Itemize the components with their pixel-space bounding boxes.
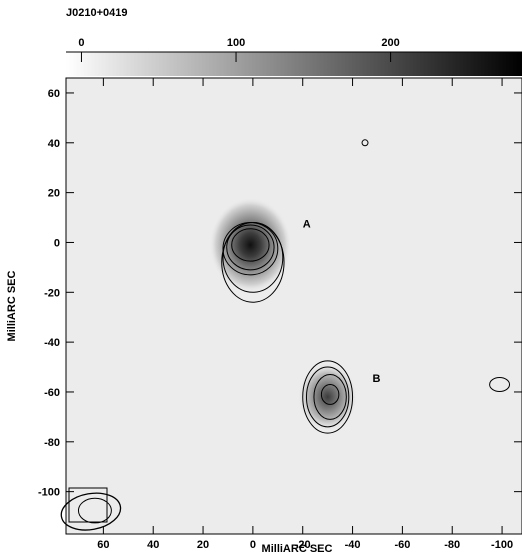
contour-lines (221, 139, 511, 434)
colorbar-tick-label: 100 (227, 37, 245, 49)
y-tick-label: 60 (48, 88, 60, 100)
contour-7 (305, 366, 350, 428)
beam-inner-ellipse (77, 497, 112, 524)
contour-8 (302, 360, 354, 434)
contour-5 (320, 383, 340, 405)
colorbar: 0 100 200 (66, 37, 522, 76)
y-axis: 60 40 20 0 -20 -40 -60 -80 -100 (38, 88, 522, 499)
y-axis-label: MilliARC SEC (6, 271, 18, 342)
beam-box (60, 487, 122, 531)
emission-components (209, 198, 358, 432)
colorbar-gradient (66, 52, 522, 76)
contour-1 (226, 224, 275, 271)
x-tick-label: -60 (394, 539, 410, 551)
x-tick-label: 40 (147, 539, 159, 551)
component-label-B: B (372, 373, 380, 385)
beam-ellipse (60, 492, 122, 531)
plot-background (66, 78, 522, 534)
y-tick-label: 20 (48, 188, 60, 200)
y-tick-label: 0 (54, 237, 60, 249)
y-tick-label: 40 (48, 138, 60, 150)
x-tick-label: 0 (250, 539, 256, 551)
plot-frame (65, 77, 522, 535)
component-label-A: A (303, 219, 311, 231)
y-tick-label: -40 (44, 337, 60, 349)
chart-title: J0210+0419 (66, 7, 127, 19)
x-tick-label: 60 (97, 539, 109, 551)
y-tick-label: -60 (44, 387, 60, 399)
x-tick-label: -20 (295, 539, 311, 551)
contour-4 (221, 222, 285, 303)
x-axis-label: MilliARC SEC (262, 543, 333, 555)
contour-0 (231, 228, 270, 262)
component-A-emission (209, 198, 292, 292)
x-tick-label: -100 (491, 539, 513, 551)
colorbar-tick-label: 0 (78, 37, 84, 49)
contour-9 (489, 377, 511, 392)
x-axis: 60 40 20 0 -20 -40 -60 -80 -100 (97, 78, 513, 551)
x-tick-label: -80 (444, 539, 460, 551)
component-B-emission (298, 362, 358, 432)
y-tick-label: -100 (38, 487, 60, 499)
contour-6 (313, 374, 347, 420)
x-tick-label: -40 (345, 539, 361, 551)
x-tick-label: 20 (197, 539, 209, 551)
y-tick-label: -20 (44, 287, 60, 299)
contour-10 (361, 139, 369, 147)
y-tick-label: -80 (44, 437, 60, 449)
colorbar-tick-label: 200 (381, 37, 399, 49)
